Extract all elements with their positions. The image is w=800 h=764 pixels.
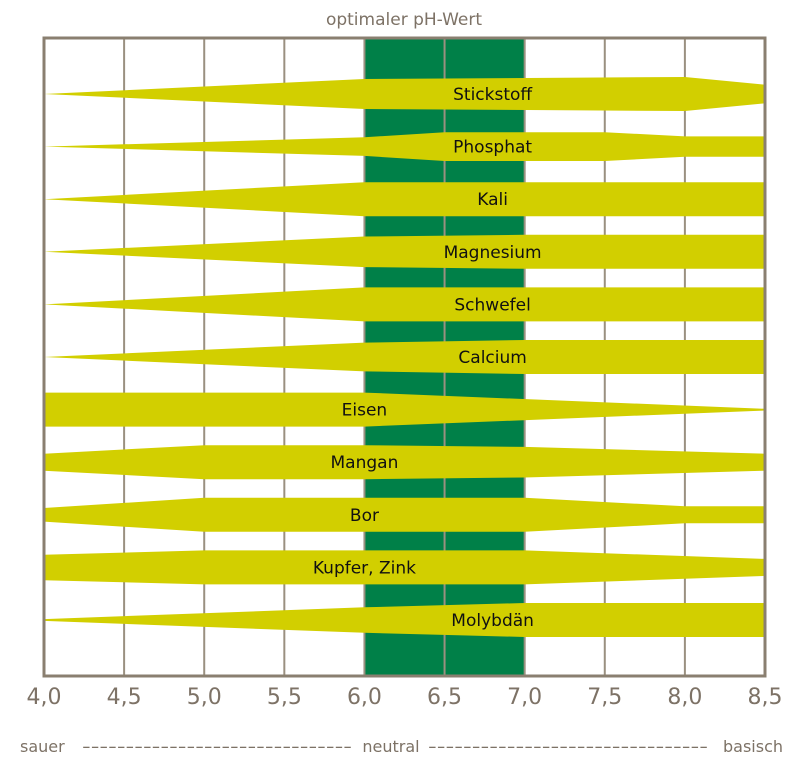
nutrient-band: Kupfer, Zink — [44, 550, 765, 585]
nutrient-band: Molybdän — [44, 603, 765, 637]
band-shape — [44, 340, 765, 374]
scale-label-basisch: basisch — [723, 737, 783, 756]
band-label: Calcium — [458, 348, 526, 368]
nutrient-band: Phosphat — [44, 132, 765, 161]
band-shape — [44, 132, 765, 161]
chart-title: optimaler pH-Wert — [326, 10, 482, 30]
band-label: Molybdän — [451, 611, 534, 631]
band-label: Eisen — [342, 401, 388, 421]
nutrient-band: Calcium — [44, 340, 765, 374]
band-shape — [44, 287, 765, 322]
nutrient-band: Magnesium — [44, 234, 765, 269]
plot-frame — [42, 36, 767, 678]
band-label: Mangan — [331, 453, 399, 473]
scale-label-neutral: neutral — [362, 737, 419, 756]
band-label: Phosphat — [453, 138, 532, 158]
band-shape — [44, 77, 765, 111]
x-tick-label: 5,5 — [267, 685, 302, 710]
scale-dashes-left: ------------------------------- — [82, 737, 352, 756]
nutrient-band: Mangan — [44, 445, 765, 480]
x-tick-label: 8,0 — [667, 685, 702, 710]
band-shape — [44, 603, 765, 637]
x-tick-label: 7,0 — [507, 685, 542, 710]
x-tick-label: 7,5 — [587, 685, 622, 710]
band-shape — [44, 392, 765, 427]
nutrient-band: Bor — [44, 497, 765, 532]
nutrient-band: Stickstoff — [44, 77, 765, 111]
x-axis-ticks: 4,0 4,5 5,0 5,5 6,0 6,5 7,0 7,5 8,0 8,5 — [27, 685, 783, 710]
band-shape — [44, 550, 765, 585]
nutrient-band: Kali — [44, 182, 765, 217]
band-label: Bor — [350, 506, 379, 526]
band-label: Magnesium — [444, 243, 542, 263]
x-tick-label: 5,0 — [187, 685, 222, 710]
band-label: Kupfer, Zink — [313, 558, 416, 578]
band-label: Stickstoff — [453, 85, 533, 105]
band-shape — [44, 182, 765, 217]
nutrient-band: Schwefel — [44, 287, 765, 322]
x-tick-label: 4,5 — [107, 685, 142, 710]
acidity-scale: sauer ------------------------------- ne… — [20, 737, 783, 756]
band-label: Kali — [477, 190, 508, 210]
x-tick-label: 4,0 — [27, 685, 62, 710]
band-label: Schwefel — [454, 295, 530, 315]
scale-dashes-right: -------------------------------- — [428, 737, 708, 756]
x-tick-label: 8,5 — [748, 685, 783, 710]
x-tick-label: 6,5 — [427, 685, 462, 710]
nutrient-band: Eisen — [44, 392, 765, 427]
band-shape — [44, 445, 765, 480]
band-shape — [44, 234, 765, 269]
scale-label-sauer: sauer — [20, 737, 65, 756]
x-tick-label: 6,0 — [347, 685, 382, 710]
band-shape — [44, 497, 765, 532]
plot-area: Stickstoff Phosphat Kali Magnesium Schwefel C… — [42, 36, 767, 678]
